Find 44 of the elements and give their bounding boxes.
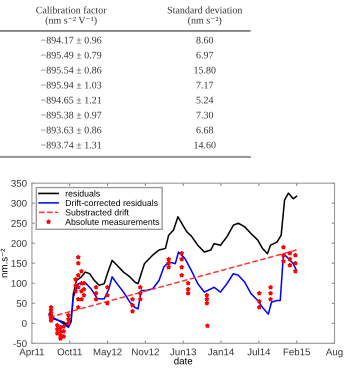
text: −893.74 ± 1.31 — [41, 142, 102, 148]
text: −894.65 ± 1.21 — [41, 96, 102, 104]
text: 8.60 — [196, 36, 214, 44]
text: 6.97 — [196, 52, 214, 59]
x-tick-label: Aug — [326, 348, 343, 358]
text: Calibration factor (nm s⁻² V⁻¹) — [36, 6, 106, 26]
y-tick-label: 300 — [11, 200, 27, 207]
text: Standard deviation (nm s⁻²) — [168, 6, 242, 26]
line-series — [48, 251, 298, 328]
x-tick-label: Oct11 — [58, 348, 82, 356]
y-tick-label: 0 — [22, 320, 27, 327]
text: 6.68 — [196, 126, 214, 134]
text: 14.60 — [194, 142, 216, 148]
text: −894.17 ± 0.96 — [41, 36, 102, 44]
line-series — [48, 192, 298, 326]
y-tick-label: 50 — [16, 300, 27, 307]
y-tick-label: 200 — [11, 240, 27, 247]
y-tick-label: 150 — [12, 260, 27, 267]
text: −893.63 ± 0.86 — [41, 126, 102, 134]
text: 15.80 — [194, 66, 216, 74]
y-tick-label: -50 — [13, 340, 27, 347]
x-tick-label: Jul14 — [247, 348, 270, 356]
text: −895.38 ± 0.97 — [41, 112, 102, 118]
text: 7.30 — [196, 112, 214, 118]
y-tick-label: 100 — [12, 280, 27, 287]
text: 7.17 — [196, 82, 214, 88]
x-tick-label: May12 — [94, 348, 122, 358]
x-tick-label: Nov12 — [132, 348, 159, 356]
y-tick-label: 250 — [11, 220, 27, 227]
y-axis-title: nm.s⁻² — [0, 248, 8, 278]
text: −895.94 ± 1.03 — [41, 82, 102, 88]
x-axis-title: date — [174, 357, 192, 364]
text: −895.54 ± 0.86 — [41, 66, 102, 74]
y-tick-label: 350 — [11, 180, 27, 187]
x-tick-label: Jan14 — [208, 348, 234, 356]
legend-label: Absolute measurements — [65, 218, 160, 225]
legend-label: residuals — [66, 190, 100, 197]
legend-label: Drift-corrected residuals — [66, 200, 158, 206]
x-tick-label: Jun13 — [170, 348, 196, 356]
text: 5.24 — [196, 96, 214, 104]
x-tick-label: Apr11 — [19, 348, 44, 358]
legend-label: Substracted drift — [66, 209, 129, 216]
text: −895.49 ± 0.79 — [41, 52, 102, 59]
x-tick-label: Feb15 — [284, 348, 310, 356]
